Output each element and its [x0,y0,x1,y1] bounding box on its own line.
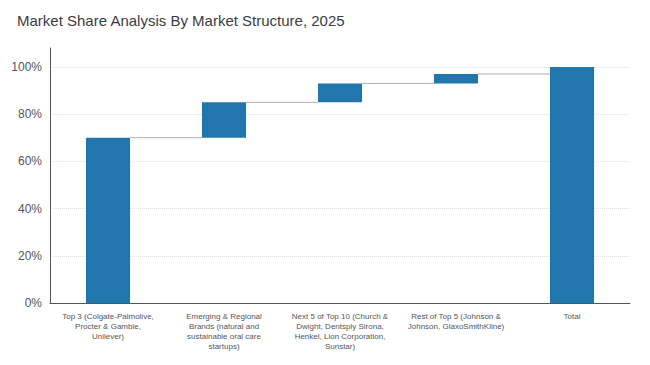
svg-text:100%: 100% [11,60,42,74]
svg-text:Unilever): Unilever) [92,332,124,341]
svg-text:sustainable oral care: sustainable oral care [187,332,261,341]
svg-text:Procter & Gamble,: Procter & Gamble, [75,322,141,331]
svg-text:40%: 40% [18,202,42,216]
svg-text:Emerging & Regional: Emerging & Regional [186,312,262,321]
svg-text:Sunstar): Sunstar) [325,342,356,351]
svg-text:20%: 20% [18,249,42,263]
svg-text:Brands (natural and: Brands (natural and [189,322,259,331]
svg-text:Dwight, Dentsply Sirona,: Dwight, Dentsply Sirona, [296,322,384,331]
svg-text:Total: Total [564,312,581,321]
svg-text:Next 5 of Top 10 (Church &: Next 5 of Top 10 (Church & [292,312,389,321]
svg-text:60%: 60% [18,154,42,168]
svg-text:80%: 80% [18,107,42,121]
svg-text:Henkel, Lion Corporation,: Henkel, Lion Corporation, [295,332,386,341]
svg-text:0%: 0% [25,296,43,310]
svg-text:Market Share Analysis By Marke: Market Share Analysis By Market Structur… [17,12,345,29]
svg-text:Top 3 (Colgate-Palmolive,: Top 3 (Colgate-Palmolive, [62,312,154,321]
svg-text:Rest of Top 5 (Johnson &: Rest of Top 5 (Johnson & [411,312,501,321]
svg-text:Johnson, GlaxoSmithKline): Johnson, GlaxoSmithKline) [408,322,505,331]
svg-text:startups): startups) [208,342,239,351]
